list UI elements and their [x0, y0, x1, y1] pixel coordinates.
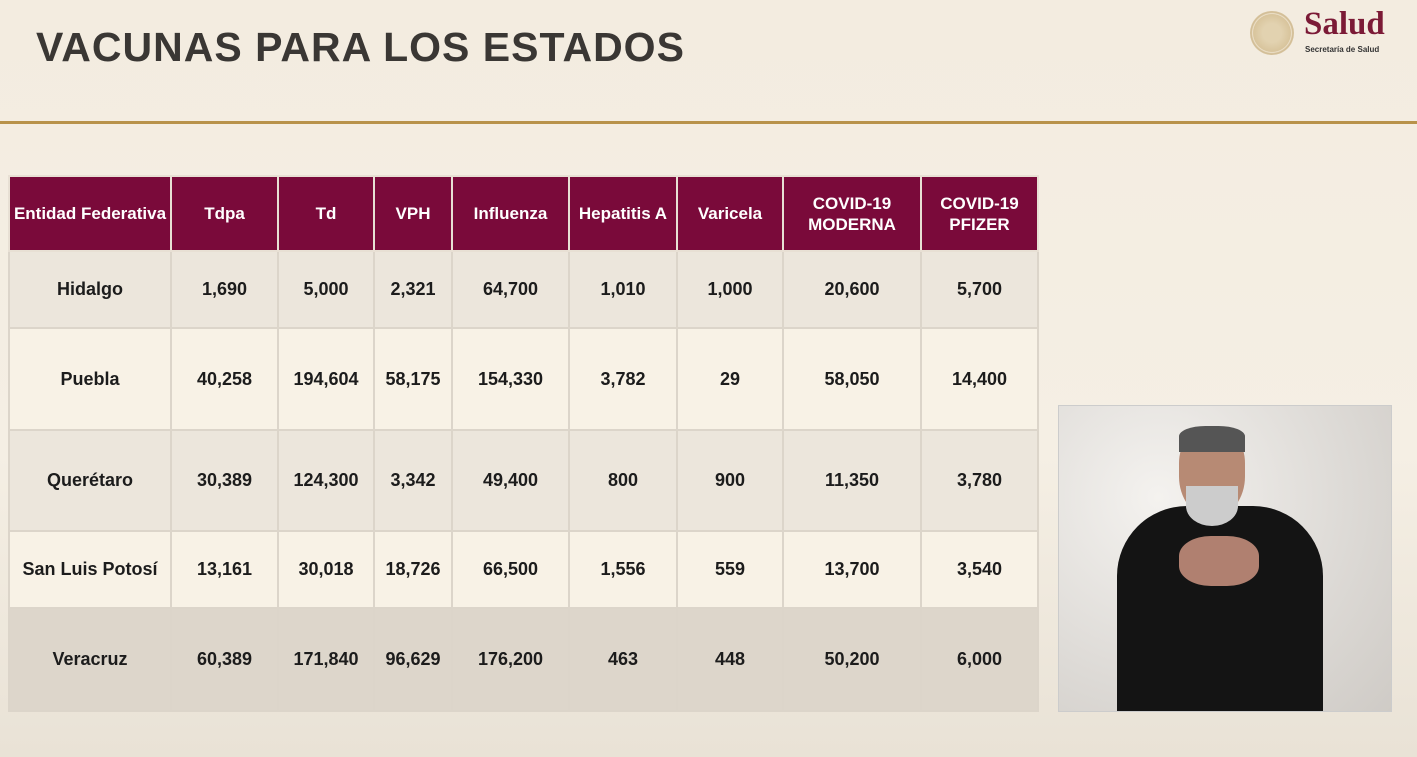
value-cell: 194,604 [277, 327, 375, 431]
value-cell: 154,330 [451, 327, 570, 431]
value-cell: 1,690 [170, 250, 279, 329]
value-cell: 3,540 [920, 530, 1039, 609]
column-header: VPH [373, 175, 453, 252]
value-cell: 5,700 [920, 250, 1039, 329]
national-seal-icon [1250, 11, 1294, 55]
divider [0, 121, 1417, 124]
value-cell: 3,782 [568, 327, 678, 431]
value-cell: 13,700 [782, 530, 922, 609]
column-header: Tdpa [170, 175, 279, 252]
value-cell: 58,050 [782, 327, 922, 431]
table-row: Hidalgo 1,690 5,000 2,321 64,700 1,010 1,000 20… [8, 250, 1039, 329]
state-name-cell: Veracruz [8, 607, 172, 712]
column-header: Influenza [451, 175, 570, 252]
value-cell: 5,000 [277, 250, 375, 329]
value-cell: 20,600 [782, 250, 922, 329]
value-cell: 124,300 [277, 429, 375, 532]
salud-logo: Salud Secretaría de Salud [1250, 6, 1410, 60]
state-name-cell: Puebla [8, 327, 172, 431]
value-cell: 66,500 [451, 530, 570, 609]
value-cell: 40,258 [170, 327, 279, 431]
interpreter-hair [1179, 426, 1245, 452]
value-cell: 2,321 [373, 250, 453, 329]
column-header: COVID-19 PFIZER [920, 175, 1039, 252]
value-cell: 96,629 [373, 607, 453, 712]
column-header: Varicela [676, 175, 784, 252]
value-cell: 559 [676, 530, 784, 609]
value-cell: 60,389 [170, 607, 279, 712]
value-cell: 800 [568, 429, 678, 532]
value-cell: 58,175 [373, 327, 453, 431]
state-name-cell: Hidalgo [8, 250, 172, 329]
table-row: San Luis Potosí 13,161 30,018 18,726 66,500 1… [8, 530, 1039, 609]
value-cell: 49,400 [451, 429, 570, 532]
value-cell: 14,400 [920, 327, 1039, 431]
column-header: COVID-19 MODERNA [782, 175, 922, 252]
value-cell: 13,161 [170, 530, 279, 609]
value-cell: 900 [676, 429, 784, 532]
table-row: Veracruz 60,389 171,840 96,629 176,200 463 448… [8, 607, 1039, 712]
value-cell: 18,726 [373, 530, 453, 609]
table-header-row: Entidad Federativa Tdpa Td VPH Influenza Hepa… [8, 175, 1039, 252]
value-cell: 50,200 [782, 607, 922, 712]
column-header: Td [277, 175, 375, 252]
value-cell: 171,840 [277, 607, 375, 712]
logo-text: Salud [1304, 6, 1385, 42]
value-cell: 3,780 [920, 429, 1039, 532]
interpreter-beard [1186, 486, 1238, 526]
vaccines-table: Entidad Federativa Tdpa Td VPH Influenza Hepa… [8, 175, 1039, 712]
value-cell: 29 [676, 327, 784, 431]
value-cell: 6,000 [920, 607, 1039, 712]
state-name-cell: Querétaro [8, 429, 172, 532]
table-row: Puebla 40,258 194,604 58,175 154,330 3,782 29 5… [8, 327, 1039, 431]
value-cell: 1,556 [568, 530, 678, 609]
table-row: Querétaro 30,389 124,300 3,342 49,400 800 900 1… [8, 429, 1039, 532]
value-cell: 3,342 [373, 429, 453, 532]
value-cell: 1,000 [676, 250, 784, 329]
state-name-cell: San Luis Potosí [8, 530, 172, 609]
column-header: Entidad Federativa [8, 175, 172, 252]
value-cell: 448 [676, 607, 784, 712]
value-cell: 463 [568, 607, 678, 712]
logo-subtext: Secretaría de Salud [1305, 45, 1380, 54]
value-cell: 1,010 [568, 250, 678, 329]
value-cell: 11,350 [782, 429, 922, 532]
value-cell: 64,700 [451, 250, 570, 329]
value-cell: 30,018 [277, 530, 375, 609]
value-cell: 176,200 [451, 607, 570, 712]
sign-language-interpreter-video [1058, 405, 1392, 712]
page-title: VACUNAS PARA LOS ESTADOS [36, 24, 685, 70]
column-header: Hepatitis A [568, 175, 678, 252]
value-cell: 30,389 [170, 429, 279, 532]
interpreter-hands [1179, 536, 1259, 586]
